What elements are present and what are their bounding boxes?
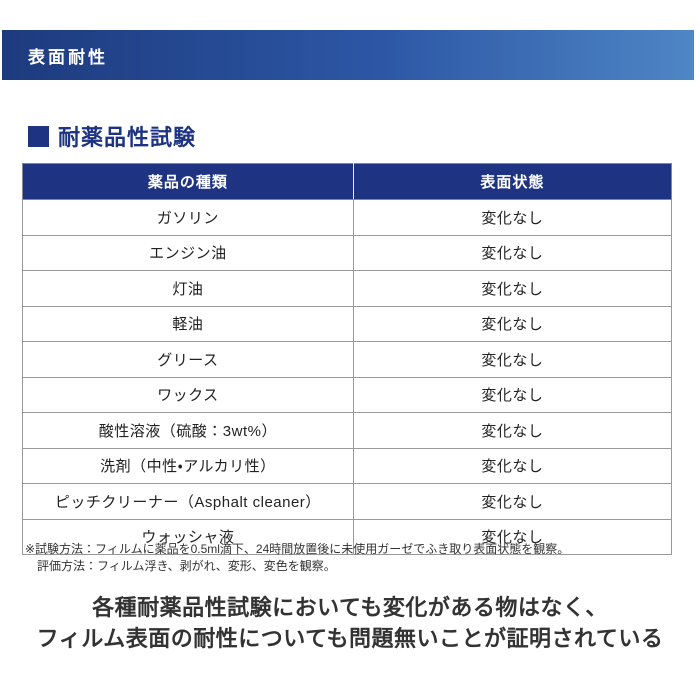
table-row: 洗剤（中性・アルカリ性） 変化なし bbox=[22, 447, 673, 484]
chemical-type-cell: 軽油 bbox=[22, 305, 354, 342]
surface-state-cell: 変化なし bbox=[352, 412, 673, 449]
banner-title: 表面耐性 bbox=[28, 47, 108, 67]
surface-state-cell: 変化なし bbox=[352, 447, 673, 484]
note-line-test-method: ※試験方法：フィルムに薬品を0.5ml滴下、24時間放置後に未使用ガーゼでふき取… bbox=[25, 542, 570, 556]
table-header-row: 薬品の種類 表面状態 bbox=[22, 163, 673, 200]
table-row: グリース 変化なし bbox=[22, 341, 673, 378]
chem-table-body: ガソリン 変化なし エンジン油 変化なし 灯油 変化なし 軽油 変化なし グリース 変化なし ワック… bbox=[22, 199, 673, 555]
chemical-type-cell: ウォッシャ液 bbox=[22, 518, 354, 555]
square-bullet-icon bbox=[28, 125, 49, 147]
test-method-notes: ※試験方法：フィルムに薬品を0.5ml滴下、24時間放置後に未使用ガーゼでふき取… bbox=[25, 541, 680, 574]
section-heading-label: 耐薬品性試験 bbox=[58, 125, 197, 150]
surface-state-cell: 変化なし bbox=[352, 234, 673, 271]
chemical-type-cell: 酸性溶液（硫酸：3wt%） bbox=[22, 412, 354, 449]
note-line-evaluation-method: 評価方法：フィルム浮き、剥がれ、変形、変色を観察。 bbox=[37, 558, 336, 573]
conclusion-message: 各種耐薬品性試験においても変化がある物はなく、 フィルム表面の耐性についても問題… bbox=[0, 592, 700, 654]
surface-state-cell: 変化なし bbox=[352, 270, 673, 307]
conclusion-line-1: 各種耐薬品性試験においても変化がある物はなく、 bbox=[92, 595, 608, 620]
chemical-resistance-table: 薬品の種類 表面状態 ガソリン 変化なし エンジン油 変化なし 灯油 変化なし 軽油 変化なし… bbox=[22, 163, 673, 555]
table-row: エンジン油 変化なし bbox=[22, 234, 673, 271]
surface-state-cell: 変化なし bbox=[352, 376, 673, 413]
section-heading: 耐薬品性試験 bbox=[28, 120, 196, 152]
banner: 表面耐性 bbox=[2, 30, 694, 80]
table-row: ガソリン 変化なし bbox=[22, 199, 673, 236]
surface-state-cell: 変化なし bbox=[352, 199, 673, 236]
chemical-type-cell: ピッチクリーナー（Asphalt cleaner） bbox=[22, 483, 354, 520]
table-row: ピッチクリーナー（Asphalt cleaner） 変化なし bbox=[22, 483, 673, 520]
table-header: 薬品の種類 表面状態 bbox=[22, 163, 673, 200]
chemical-type-cell: エンジン油 bbox=[22, 234, 354, 271]
surface-state-cell: 変化なし bbox=[352, 518, 673, 555]
chemical-type-cell: 洗剤（中性・アルカリ性） bbox=[22, 447, 354, 484]
table-row: 軽油 変化なし bbox=[22, 305, 673, 342]
table-row: ウォッシャ液 変化なし bbox=[22, 518, 673, 555]
table-row: 灯油 変化なし bbox=[22, 270, 673, 307]
table-row: 酸性溶液（硫酸：3wt%） 変化なし bbox=[22, 412, 673, 449]
chemical-type-cell: ガソリン bbox=[22, 199, 354, 236]
surface-state-cell: 変化なし bbox=[352, 305, 673, 342]
column-header-surface-state: 表面状態 bbox=[352, 163, 673, 200]
chemical-type-cell: ワックス bbox=[22, 376, 354, 413]
surface-state-cell: 変化なし bbox=[352, 341, 673, 378]
chemical-type-cell: グリース bbox=[22, 341, 354, 378]
chemical-type-cell: 灯油 bbox=[22, 270, 354, 307]
conclusion-line-2: フィルム表面の耐性についても問題無いことが証明されている bbox=[36, 626, 664, 651]
surface-state-cell: 変化なし bbox=[352, 483, 673, 520]
column-header-chemical-type: 薬品の種類 bbox=[22, 163, 354, 200]
table-row: ワックス 変化なし bbox=[22, 376, 673, 413]
